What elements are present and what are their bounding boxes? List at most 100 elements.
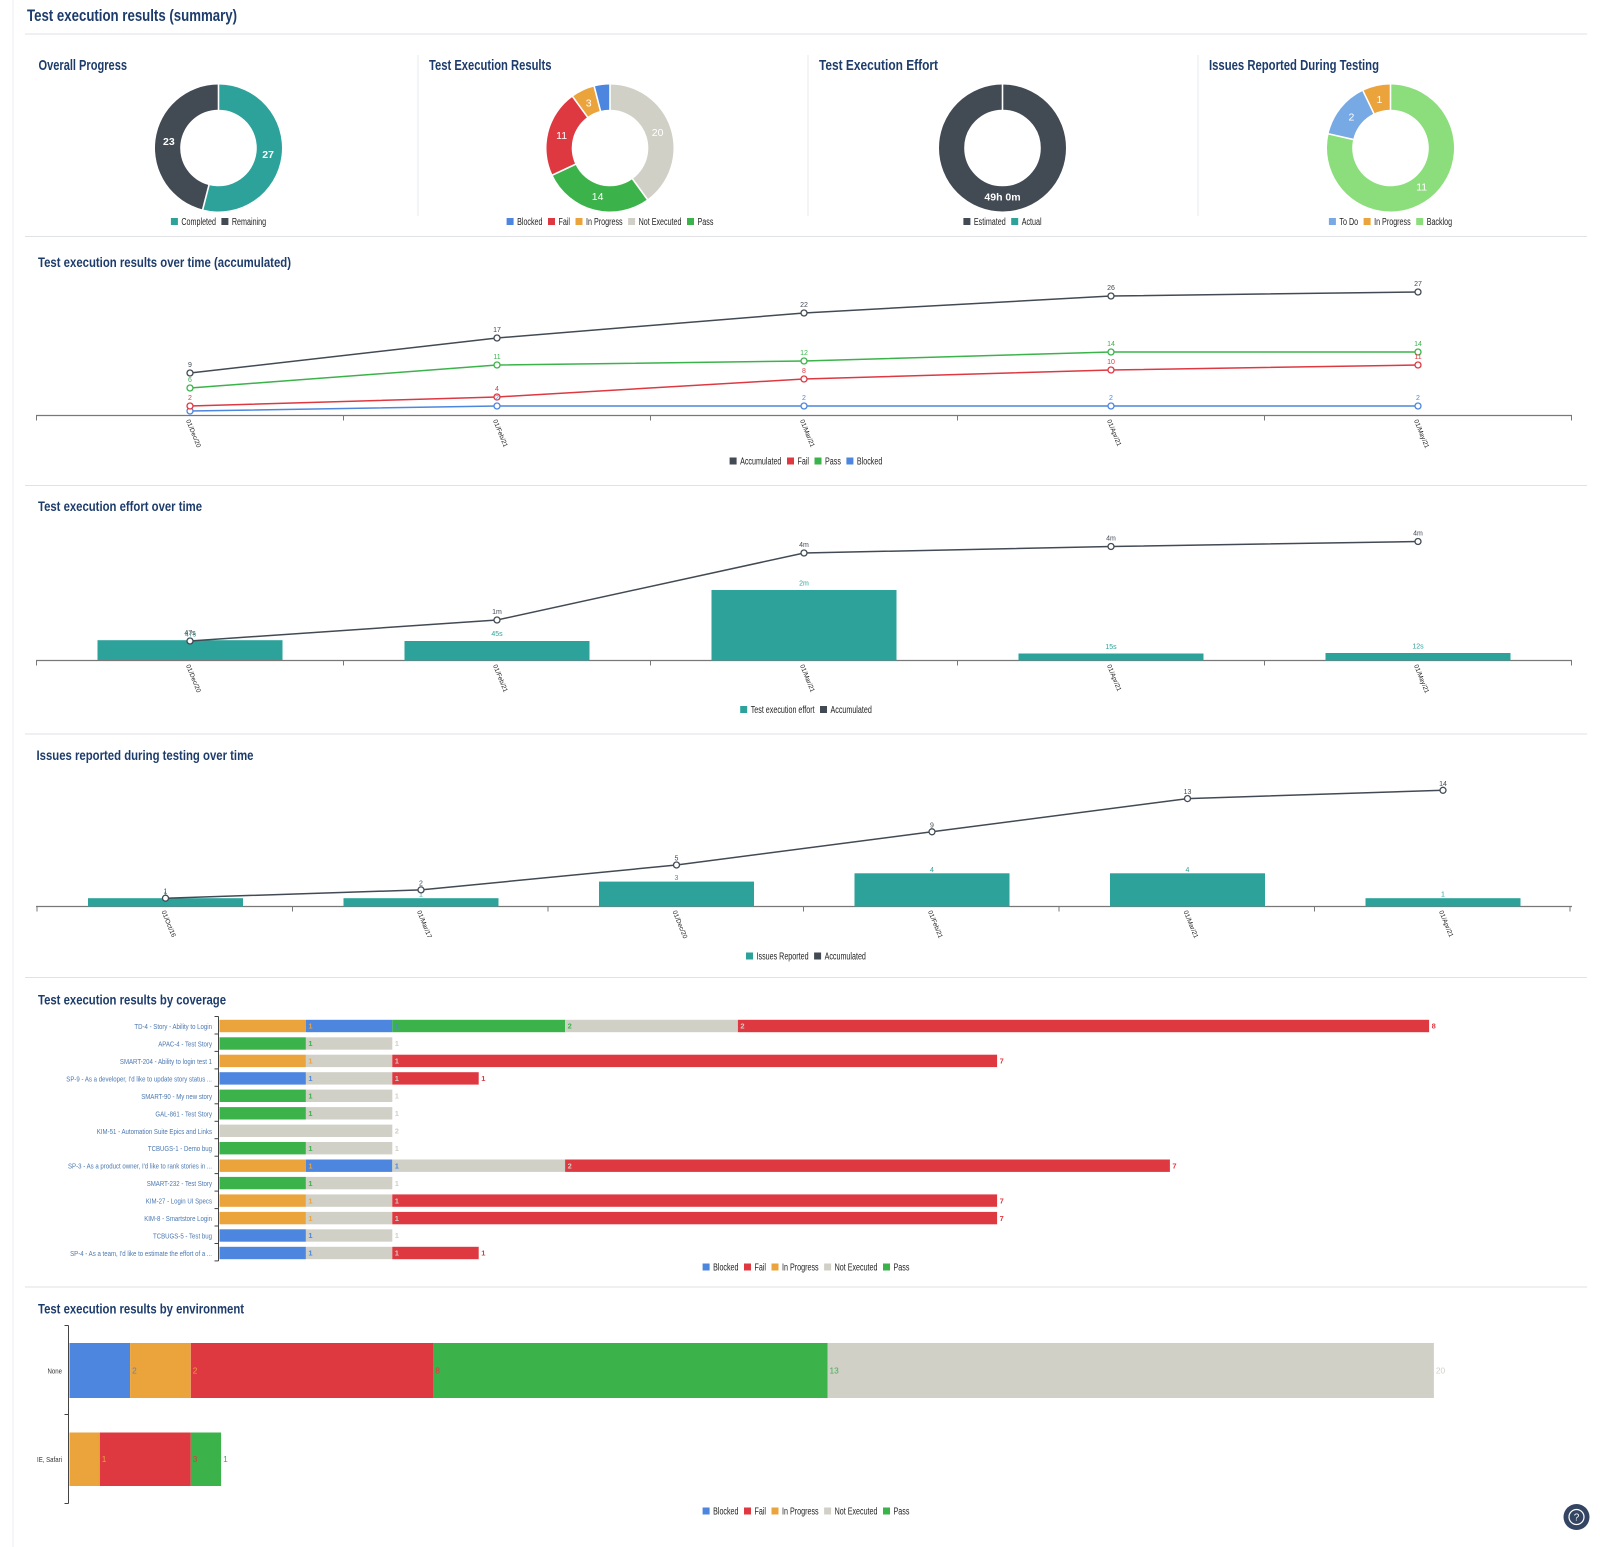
svg-text:Issues Reported: Issues Reported: [757, 952, 809, 963]
svg-text:Not Executed: Not Executed: [639, 217, 682, 228]
svg-text:TCBUGS-5 - Test bug: TCBUGS-5 - Test bug: [153, 1232, 212, 1241]
svg-text:1: 1: [308, 1022, 312, 1031]
svg-text:1: 1: [395, 1161, 399, 1170]
svg-text:4: 4: [1186, 867, 1190, 874]
svg-text:1: 1: [223, 1454, 228, 1464]
svg-text:2: 2: [740, 1022, 744, 1031]
svg-text:1m: 1m: [492, 609, 502, 616]
svg-text:SMART-204 - Ability to login t: SMART-204 - Ability to login test 1: [120, 1057, 212, 1066]
svg-text:1: 1: [395, 1231, 399, 1240]
svg-text:27: 27: [262, 149, 274, 161]
svg-text:12: 12: [800, 350, 808, 357]
svg-text:1: 1: [1376, 94, 1382, 106]
svg-text:26: 26: [1107, 285, 1115, 292]
svg-text:1: 1: [308, 1196, 312, 1205]
svg-text:Estimated: Estimated: [974, 217, 1006, 228]
svg-text:In Progress: In Progress: [782, 1263, 819, 1274]
svg-text:1: 1: [308, 1144, 312, 1153]
svg-text:2: 2: [419, 880, 423, 887]
svg-text:20: 20: [652, 127, 664, 139]
svg-text:5: 5: [675, 856, 679, 863]
svg-text:01/Apr/21: 01/Apr/21: [1437, 910, 1454, 939]
svg-text:11: 11: [493, 354, 500, 361]
svg-text:To Do: To Do: [1339, 217, 1358, 228]
svg-text:7: 7: [1172, 1161, 1176, 1170]
svg-text:20: 20: [1436, 1366, 1446, 1376]
svg-text:15s: 15s: [1105, 644, 1117, 651]
svg-text:Test execution results by envi: Test execution results by environment: [38, 1301, 244, 1317]
svg-text:1: 1: [395, 1109, 399, 1118]
svg-text:1: 1: [308, 1161, 312, 1170]
svg-text:KIM-8 - Smartstore Login: KIM-8 - Smartstore Login: [144, 1214, 212, 1223]
svg-text:01/Mar/17: 01/Mar/17: [415, 910, 433, 940]
svg-text:2: 2: [193, 1366, 198, 1376]
svg-text:Pass: Pass: [698, 217, 714, 228]
svg-text:Test execution results by cove: Test execution results by coverage: [38, 992, 226, 1008]
svg-text:3: 3: [675, 875, 679, 882]
svg-text:1: 1: [308, 1249, 312, 1258]
svg-text:Fail: Fail: [559, 217, 571, 228]
svg-text:2: 2: [1348, 111, 1354, 123]
svg-text:Test execution results (summar: Test execution results (summary): [27, 6, 237, 25]
svg-text:Test Execution Results: Test Execution Results: [429, 57, 552, 74]
svg-text:TCBUGS-1 - Demo bug: TCBUGS-1 - Demo bug: [148, 1144, 212, 1153]
svg-text:14: 14: [1414, 341, 1422, 348]
svg-text:1: 1: [308, 1039, 312, 1048]
svg-text:2m: 2m: [799, 581, 809, 588]
svg-text:Pass: Pass: [825, 457, 841, 468]
svg-text:SP-3 - As a product owner, I'd: SP-3 - As a product owner, I'd like to r…: [68, 1162, 212, 1171]
svg-text:1: 1: [308, 1214, 312, 1223]
svg-text:1: 1: [395, 1057, 399, 1066]
svg-text:1: 1: [395, 1249, 399, 1258]
svg-text:3: 3: [586, 97, 592, 109]
svg-text:14: 14: [1439, 781, 1447, 788]
svg-text:In Progress: In Progress: [1374, 217, 1411, 228]
svg-text:13: 13: [830, 1366, 840, 1376]
svg-text:1: 1: [308, 1231, 312, 1240]
svg-text:01/Feb/21: 01/Feb/21: [926, 910, 944, 940]
svg-text:Actual: Actual: [1022, 217, 1042, 228]
svg-text:4: 4: [930, 867, 934, 874]
svg-text:01/Mar/21: 01/Mar/21: [1182, 910, 1200, 940]
svg-text:01/Feb/21: 01/Feb/21: [491, 419, 509, 449]
svg-text:Pass: Pass: [894, 1263, 910, 1274]
svg-text:14: 14: [1107, 341, 1115, 348]
svg-text:1: 1: [308, 1074, 312, 1083]
svg-text:Not Executed: Not Executed: [835, 1507, 878, 1518]
svg-text:Accumulated: Accumulated: [740, 457, 781, 468]
svg-text:2: 2: [568, 1022, 572, 1031]
svg-text:Remaining: Remaining: [232, 217, 266, 228]
svg-text:01/Feb/21: 01/Feb/21: [491, 664, 509, 694]
svg-text:SMART-90 - My new story: SMART-90 - My new story: [141, 1092, 212, 1101]
svg-text:2: 2: [132, 1366, 137, 1376]
svg-text:7: 7: [1000, 1057, 1004, 1066]
svg-text:Accumulated: Accumulated: [825, 952, 866, 963]
svg-text:11: 11: [1416, 182, 1427, 194]
svg-text:2: 2: [1416, 395, 1420, 402]
svg-text:13: 13: [1184, 789, 1192, 796]
svg-text:Test execution effort: Test execution effort: [751, 705, 815, 716]
svg-text:1: 1: [395, 1179, 399, 1188]
svg-text:Blocked: Blocked: [713, 1263, 738, 1274]
svg-text:01/Mar/21: 01/Mar/21: [798, 664, 816, 694]
svg-text:9: 9: [188, 362, 192, 369]
svg-text:4: 4: [495, 386, 499, 393]
svg-text:Blocked: Blocked: [713, 1507, 738, 1518]
svg-text:23: 23: [163, 136, 175, 148]
svg-text:4m: 4m: [1413, 531, 1423, 538]
svg-text:1: 1: [395, 1039, 399, 1048]
svg-text:3: 3: [193, 1454, 198, 1464]
svg-text:01/May/21: 01/May/21: [1412, 419, 1430, 450]
svg-text:Accumulated: Accumulated: [831, 705, 872, 716]
svg-text:1: 1: [308, 1109, 312, 1118]
svg-text:9: 9: [930, 822, 934, 829]
svg-text:1: 1: [395, 1214, 399, 1223]
svg-text:6: 6: [188, 377, 192, 384]
svg-text:47s: 47s: [185, 632, 197, 639]
svg-text:47s: 47s: [184, 630, 196, 637]
svg-text:Completed: Completed: [181, 217, 216, 228]
svg-text:Backlog: Backlog: [1427, 217, 1452, 228]
svg-text:KIM-27 - Login UI Specs: KIM-27 - Login UI Specs: [146, 1197, 212, 1206]
svg-text:1: 1: [102, 1454, 107, 1464]
svg-text:1: 1: [395, 1144, 399, 1153]
